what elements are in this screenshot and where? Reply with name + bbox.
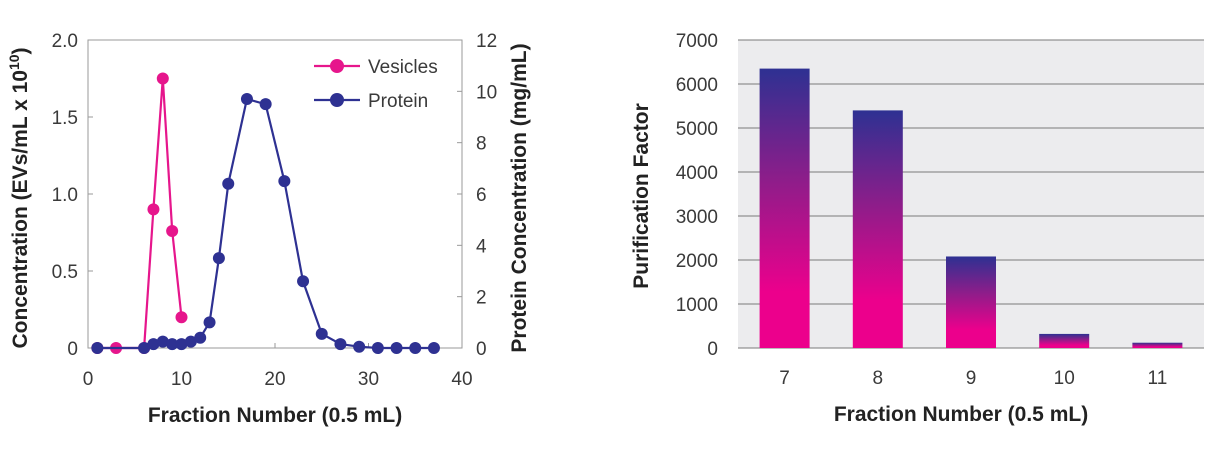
protein-data-point xyxy=(222,177,235,190)
legend-vesicles-label: Vesicles xyxy=(368,57,438,78)
right-y-tick-label: 7000 xyxy=(676,31,718,52)
right-y-tick-label: 4000 xyxy=(676,163,718,184)
protein-data-point xyxy=(315,327,328,340)
right-y-axis-title: Purification Factor xyxy=(630,103,653,289)
right-y-tick-label: 12 xyxy=(476,31,497,52)
right-y-tick-label: 2000 xyxy=(676,251,718,272)
left-y-tick-label: 1.5 xyxy=(52,108,78,129)
protein-data-point xyxy=(91,342,104,354)
protein-data-point xyxy=(175,338,188,351)
right-x-tick-label: 10 xyxy=(1054,368,1075,389)
left-y-axis-title: Concentration (EVs/mL x 1010) xyxy=(6,47,32,348)
left-y-axis-title-superscript: 10 xyxy=(6,54,22,70)
protein-data-point xyxy=(166,338,179,351)
right-y-tick-label: 0 xyxy=(707,339,718,360)
right-y-tick-label: 0 xyxy=(476,339,487,360)
protein-data-point xyxy=(371,342,384,354)
left-x-tick-label: 30 xyxy=(358,369,379,390)
legend: Vesicles Protein xyxy=(314,57,438,112)
right-x-tick-label: 9 xyxy=(966,368,977,389)
left-y-tick-label: 0 xyxy=(67,339,78,360)
protein-data-point xyxy=(147,338,160,351)
left-y-axis-title-close: ) xyxy=(9,47,32,54)
protein-data-point xyxy=(409,342,422,354)
protein-data-point xyxy=(203,316,216,329)
left-y-tick-label: 0.5 xyxy=(52,262,78,283)
purification-factor-bar-chart: 0 1000 2000 3000 4000 5000 6000 7000 7 8 9 10 11 Fr… xyxy=(630,31,1204,426)
left-plot-frame xyxy=(87,39,463,349)
protein-data-point xyxy=(334,338,347,351)
right-y-tick-label: 2 xyxy=(476,288,487,309)
bar-fraction-7 xyxy=(759,68,810,348)
vesicles-data-point xyxy=(156,72,169,85)
protein-data-point xyxy=(240,93,253,106)
right-x-tick-label: 11 xyxy=(1148,368,1168,389)
protein-data-point xyxy=(353,340,366,353)
vesicles-series-line xyxy=(97,78,183,350)
right-y-tick-label: 5000 xyxy=(676,119,718,140)
bar-fraction-11 xyxy=(1132,342,1183,348)
right-y-tick-label: 8 xyxy=(476,134,487,155)
protein-data-point xyxy=(278,175,291,188)
protein-data-point xyxy=(297,275,310,288)
protein-data-point xyxy=(390,342,403,354)
legend-vesicles-marker xyxy=(330,59,344,73)
right-y-axis-title: Protein Concentration (mg/mL) xyxy=(508,43,531,352)
protein-series-line xyxy=(97,97,434,350)
left-x-tick-label: 40 xyxy=(451,369,472,390)
bar-fraction-9 xyxy=(946,256,996,348)
protein-data-point xyxy=(156,335,169,348)
right-y-tick-label: 3000 xyxy=(676,207,718,228)
left-y-tick-label: 1.0 xyxy=(52,185,78,206)
left-x-tick-label: 10 xyxy=(171,369,192,390)
left-x-axis-title: Fraction Number (0.5 mL) xyxy=(148,404,402,427)
right-y-tick-label: 6000 xyxy=(676,75,718,96)
protein-data-point xyxy=(194,331,207,344)
left-x-tick-label: 0 xyxy=(83,369,94,390)
right-x-tick-label: 8 xyxy=(873,368,884,389)
vesicles-data-point xyxy=(166,224,179,237)
vesicles-data-point xyxy=(175,311,188,324)
right-x-tick-label: 7 xyxy=(779,368,790,389)
right-x-axis-title: Fraction Number (0.5 mL) xyxy=(834,403,1088,426)
legend-protein-marker xyxy=(330,93,344,107)
legend-protein-label: Protein xyxy=(368,91,428,112)
protein-data-point xyxy=(259,98,272,111)
protein-data-point xyxy=(212,252,225,265)
protein-data-point xyxy=(184,335,197,348)
bar-fraction-10 xyxy=(1039,333,1090,348)
right-y-tick-label: 1000 xyxy=(676,295,718,316)
protein-data-point xyxy=(138,342,151,354)
bar-fraction-8 xyxy=(852,110,903,349)
vesicle-protein-line-chart: 0 10 20 30 40 0 0.5 1.0 1.5 2.0 0 2 4 6 8 10 12 Vesicl… xyxy=(6,31,531,427)
left-x-tick-label: 20 xyxy=(264,369,285,390)
left-y-tick-label: 2.0 xyxy=(52,31,78,52)
right-y-tick-label: 10 xyxy=(476,82,497,103)
vesicles-data-point xyxy=(147,203,160,216)
right-y-tick-label: 6 xyxy=(476,185,487,206)
right-y-tick-label: 4 xyxy=(476,236,487,257)
left-y-axis-title-text: Concentration (EVs/mL x 10 xyxy=(9,70,32,349)
protein-data-point xyxy=(427,342,440,354)
